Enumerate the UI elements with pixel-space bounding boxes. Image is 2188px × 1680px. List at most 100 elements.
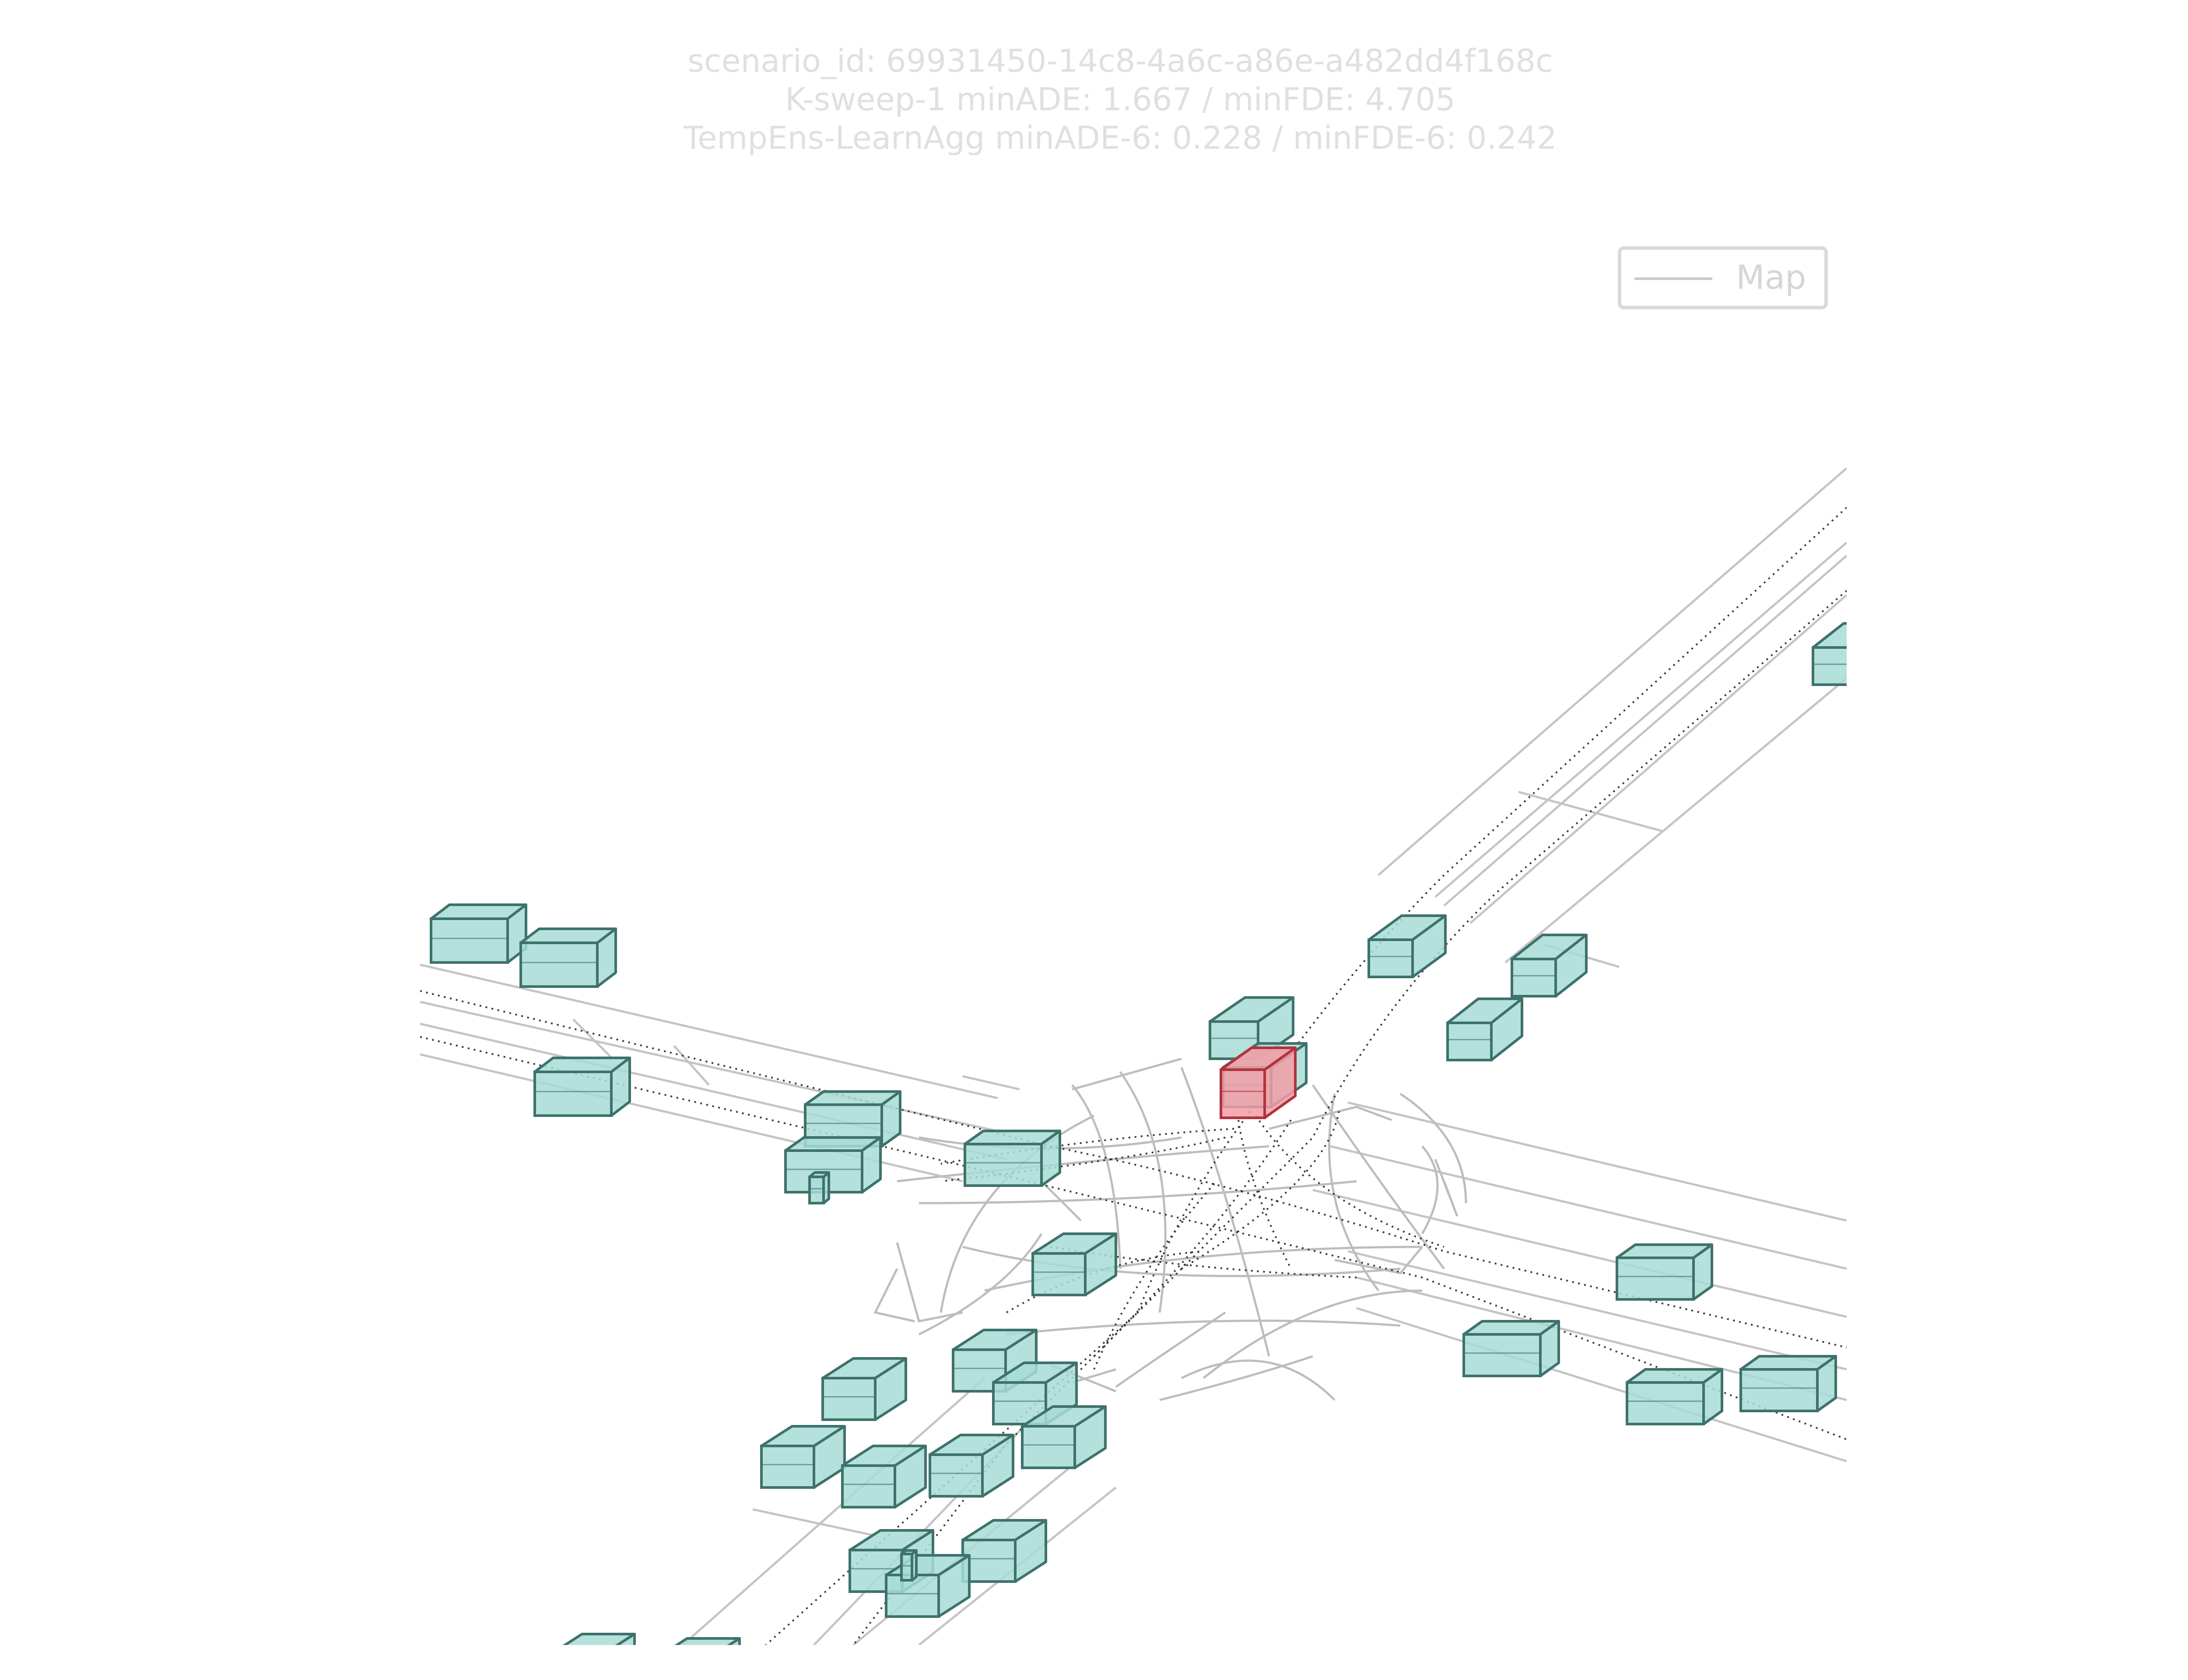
box-front xyxy=(430,917,509,964)
agent-box xyxy=(1739,1355,1837,1412)
map-line xyxy=(1347,1250,1847,1371)
legend-map-label: Map xyxy=(1736,258,1806,297)
agent-box xyxy=(841,1445,927,1508)
intersection-lane xyxy=(873,1268,915,1323)
box-side xyxy=(727,1637,741,1645)
box-front xyxy=(656,1658,709,1680)
map-line xyxy=(1378,467,1847,876)
intersection-lane xyxy=(1119,1071,1167,1313)
agent-box xyxy=(784,1136,882,1194)
intersection-lane xyxy=(918,1233,1043,1336)
agent-box xyxy=(430,903,527,964)
map-line xyxy=(572,1018,614,1060)
box-front xyxy=(964,1143,1043,1187)
intersection-lane xyxy=(1434,1159,1459,1217)
agent-box xyxy=(533,1057,631,1117)
box-top xyxy=(1812,622,1847,649)
intersection-lane xyxy=(897,1145,1269,1183)
box-front xyxy=(1462,1333,1542,1377)
box-front xyxy=(929,1453,984,1498)
k-sweep-metrics-line: K-sweep-1 minADE: 1.667 / minFDE: 4.705 xyxy=(785,81,1455,118)
map-line xyxy=(420,963,998,1099)
intersection-lane xyxy=(1115,1311,1226,1388)
map-line xyxy=(682,1377,985,1645)
agent-box xyxy=(1626,1368,1723,1425)
map-line xyxy=(1356,1307,1847,1463)
box-front xyxy=(1616,1256,1695,1301)
box-front xyxy=(1220,1068,1266,1119)
intersection-lane xyxy=(1334,1246,1423,1274)
agent-box xyxy=(808,1171,830,1204)
box-top xyxy=(674,1637,741,1645)
intersection-lane xyxy=(1180,1067,1270,1357)
map-line xyxy=(1469,594,1847,924)
box-front xyxy=(1031,1252,1087,1296)
intersection-lane xyxy=(1181,1359,1336,1401)
agent-box xyxy=(1368,914,1447,978)
agent-box xyxy=(760,1425,846,1489)
intersection-lane xyxy=(919,1180,1357,1204)
box-front xyxy=(533,1071,613,1117)
legend-map-swatch xyxy=(1634,277,1712,280)
box-side xyxy=(1857,623,1887,685)
lane-centerline xyxy=(420,1036,1847,1440)
lane-centerline xyxy=(1238,1120,1292,1269)
intersection-lane xyxy=(1072,1368,1116,1384)
box-front xyxy=(841,1464,896,1508)
agent-box xyxy=(551,1633,636,1680)
agent-box xyxy=(929,1434,1014,1498)
intersection-lane xyxy=(1041,1180,1082,1222)
agents xyxy=(430,622,1887,1680)
box-front xyxy=(760,1445,815,1489)
map-line xyxy=(752,1508,876,1537)
intersection-lane xyxy=(1203,1289,1423,1379)
intersection-lane xyxy=(1006,1320,1401,1336)
agent-box xyxy=(964,1130,1061,1187)
map-line xyxy=(673,1045,710,1086)
intersection-lane xyxy=(1269,1106,1392,1130)
box-side xyxy=(615,1633,636,1645)
map-lines xyxy=(420,467,1847,1645)
map-line xyxy=(1504,677,1847,963)
intersection-lane xyxy=(1159,1355,1313,1401)
map-line xyxy=(962,1075,1020,1091)
map-line xyxy=(1434,542,1847,898)
box-front xyxy=(821,1377,877,1421)
agent-box xyxy=(821,1357,907,1421)
scenario-id-line: scenario_id: 69931450-14c8-4a6c-a86e-a48… xyxy=(687,42,1553,79)
agent-box xyxy=(1616,1243,1713,1301)
agent-box xyxy=(1021,1405,1107,1469)
agent-box xyxy=(961,1519,1047,1583)
map-line xyxy=(1347,1101,1847,1222)
box-front xyxy=(1368,938,1414,978)
box-front xyxy=(900,1553,913,1582)
intersection-lane xyxy=(896,1242,963,1323)
plot-title: scenario_id: 69931450-14c8-4a6c-a86e-a48… xyxy=(0,42,2188,157)
agent-box xyxy=(1031,1232,1117,1296)
agent-box xyxy=(900,1549,918,1582)
box-front xyxy=(551,1654,604,1680)
agent-box xyxy=(1462,1320,1560,1377)
intersection-lane xyxy=(962,1246,1401,1278)
box-front xyxy=(1739,1368,1819,1412)
map-line xyxy=(420,1022,1007,1161)
lane-centerlines xyxy=(420,507,1847,1645)
box-front xyxy=(808,1176,825,1204)
agent-box xyxy=(1812,622,1887,686)
intersection-lane xyxy=(1072,1057,1182,1091)
map-line xyxy=(1330,1145,1847,1270)
lane-centerline xyxy=(852,590,1847,1645)
box-front xyxy=(1812,646,1847,686)
lane-centerline xyxy=(1093,1180,1217,1370)
box-front xyxy=(1446,1022,1493,1061)
box-front xyxy=(1021,1425,1076,1469)
intersection-lane xyxy=(1399,1092,1467,1204)
agent-box xyxy=(1446,998,1523,1061)
map-line xyxy=(1312,1189,1847,1318)
box-front xyxy=(961,1539,1017,1583)
agent-box xyxy=(656,1637,741,1680)
tempens-metrics-line: TempEns-LearnAgg minADE-6: 0.228 / minFD… xyxy=(684,119,1557,156)
agent-box xyxy=(1511,934,1588,998)
focal-agent-box xyxy=(1220,1046,1297,1119)
